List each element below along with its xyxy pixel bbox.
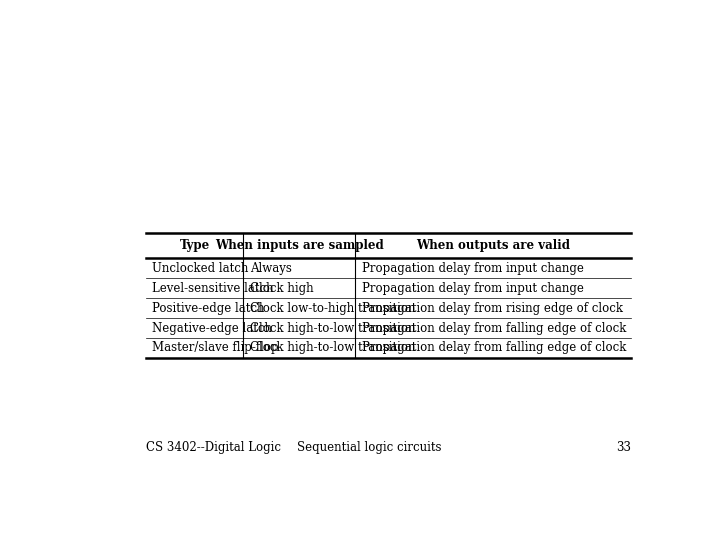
Text: When inputs are sampled: When inputs are sampled bbox=[215, 239, 384, 252]
Text: Clock high: Clock high bbox=[250, 281, 314, 295]
Text: Positive-edge latch: Positive-edge latch bbox=[153, 301, 265, 314]
Text: Sequential logic circuits: Sequential logic circuits bbox=[297, 441, 441, 454]
Text: Always: Always bbox=[250, 261, 292, 275]
Text: Propagation delay from input change: Propagation delay from input change bbox=[361, 261, 584, 275]
Text: Propagation delay from falling edge of clock: Propagation delay from falling edge of c… bbox=[361, 321, 626, 334]
Text: Propagation delay from rising edge of clock: Propagation delay from rising edge of cl… bbox=[361, 301, 623, 314]
Text: When outputs are valid: When outputs are valid bbox=[416, 239, 570, 252]
Text: Level-sensitive latch: Level-sensitive latch bbox=[153, 281, 274, 295]
Text: Unclocked latch: Unclocked latch bbox=[153, 261, 249, 275]
Text: Clock low-to-high transition: Clock low-to-high transition bbox=[250, 301, 415, 314]
Text: Clock high-to-low transition: Clock high-to-low transition bbox=[250, 341, 415, 354]
Text: Propagation delay from falling edge of clock: Propagation delay from falling edge of c… bbox=[361, 341, 626, 354]
Text: Master/slave flip-flop: Master/slave flip-flop bbox=[153, 341, 279, 354]
Text: 33: 33 bbox=[616, 441, 631, 454]
Text: CS 3402--Digital Logic: CS 3402--Digital Logic bbox=[145, 441, 281, 454]
Text: Clock high-to-low transition: Clock high-to-low transition bbox=[250, 321, 415, 334]
Text: Negative-edge latch: Negative-edge latch bbox=[153, 321, 272, 334]
Text: Type: Type bbox=[179, 239, 210, 252]
Text: Propagation delay from input change: Propagation delay from input change bbox=[361, 281, 584, 295]
